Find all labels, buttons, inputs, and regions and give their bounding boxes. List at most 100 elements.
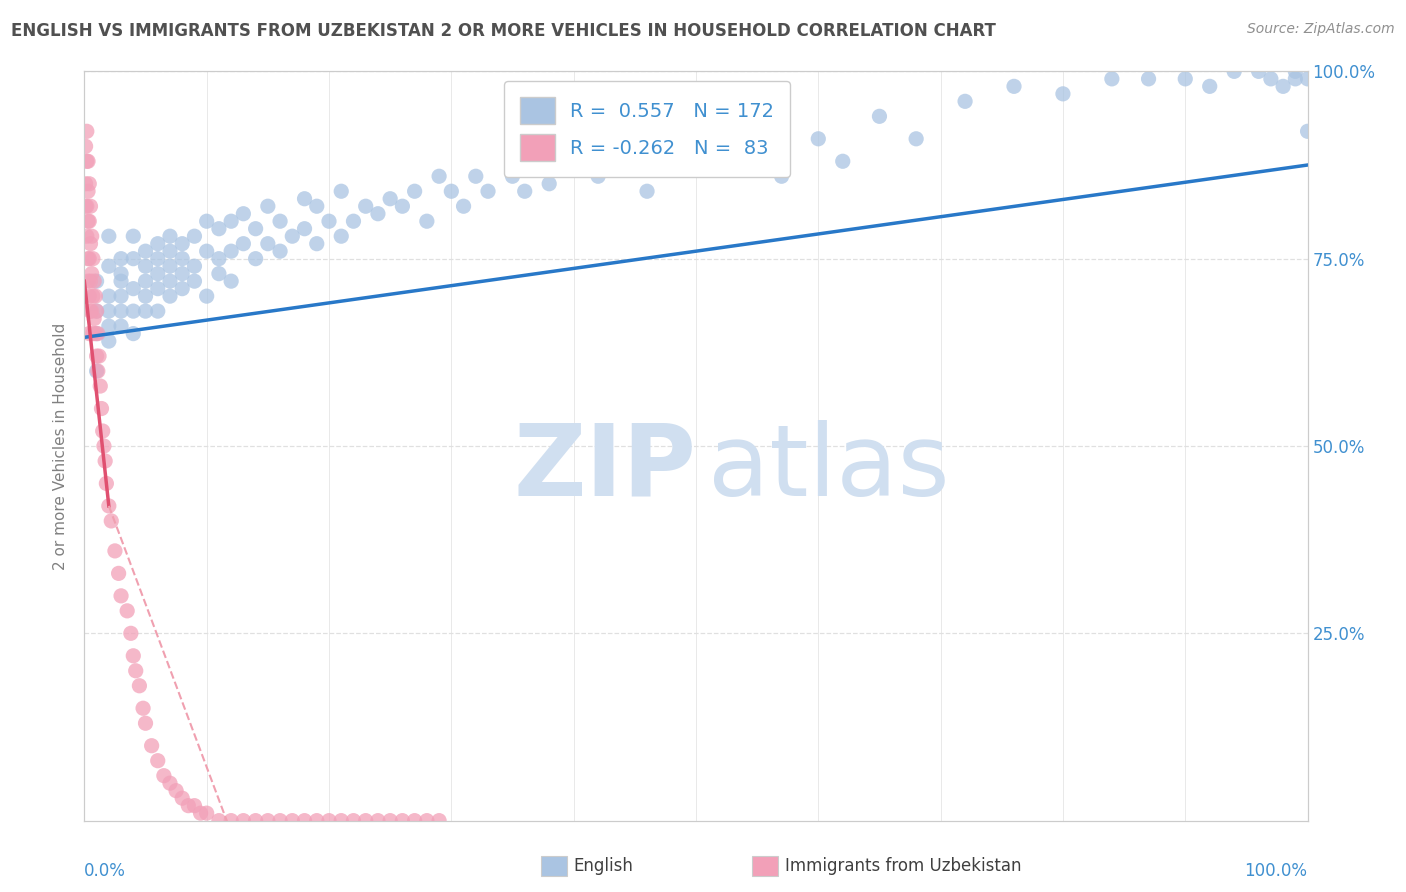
Point — [75, 139, 97, 153]
Point — [159, 776, 181, 790]
Point — [104, 544, 127, 558]
Point — [135, 304, 157, 318]
Point — [257, 236, 280, 251]
Point — [453, 199, 475, 213]
Point — [1101, 71, 1123, 86]
Point — [367, 814, 389, 828]
Point — [305, 236, 328, 251]
Point — [141, 739, 163, 753]
Point — [281, 229, 304, 244]
Point — [586, 169, 609, 184]
Point — [427, 169, 450, 184]
Point — [709, 139, 731, 153]
Point — [86, 304, 108, 318]
Point — [96, 476, 118, 491]
Point — [172, 236, 194, 251]
Point — [330, 814, 353, 828]
Point — [122, 326, 145, 341]
Point — [97, 304, 120, 318]
Point — [305, 814, 328, 828]
Point — [219, 214, 242, 228]
Point — [1272, 79, 1295, 94]
Point — [76, 199, 98, 213]
Point — [380, 814, 402, 828]
Point — [97, 499, 120, 513]
Point — [77, 252, 100, 266]
Point — [391, 199, 413, 213]
Point — [77, 289, 100, 303]
Point — [342, 814, 364, 828]
Point — [281, 814, 304, 828]
Point — [122, 282, 145, 296]
Point — [87, 364, 110, 378]
Point — [905, 132, 928, 146]
Point — [82, 326, 104, 341]
Point — [257, 199, 280, 213]
Text: atlas: atlas — [709, 420, 950, 517]
Point — [440, 184, 463, 198]
Point — [80, 229, 103, 244]
Point — [661, 154, 683, 169]
Point — [80, 267, 103, 281]
Point — [84, 326, 107, 341]
Point — [232, 236, 254, 251]
Point — [477, 184, 499, 198]
Text: 0.0%: 0.0% — [84, 862, 127, 880]
Point — [77, 214, 100, 228]
Point — [128, 679, 150, 693]
Point — [330, 229, 353, 244]
Point — [354, 199, 377, 213]
Point — [97, 319, 120, 334]
Point — [135, 716, 157, 731]
Point — [1247, 64, 1270, 78]
Point — [110, 267, 132, 281]
Point — [172, 267, 194, 281]
Point — [208, 814, 231, 828]
Point — [831, 154, 853, 169]
Point — [84, 289, 107, 303]
Point — [77, 274, 100, 288]
Text: English: English — [574, 857, 634, 875]
Point — [1223, 64, 1246, 78]
Point — [80, 304, 103, 318]
Point — [76, 124, 98, 138]
Point — [159, 259, 181, 273]
Point — [685, 161, 707, 176]
Point — [770, 169, 793, 184]
Point — [135, 244, 157, 259]
Point — [330, 184, 353, 198]
Point — [1260, 71, 1282, 86]
Point — [172, 252, 194, 266]
Point — [502, 169, 524, 184]
Point — [245, 814, 267, 828]
Point — [165, 783, 187, 797]
Point — [172, 791, 194, 805]
Text: Source: ZipAtlas.com: Source: ZipAtlas.com — [1247, 22, 1395, 37]
Point — [427, 814, 450, 828]
Point — [294, 221, 316, 235]
Point — [91, 424, 114, 438]
Point — [115, 604, 138, 618]
Point — [110, 304, 132, 318]
Point — [305, 199, 328, 213]
Point — [100, 514, 122, 528]
Point — [342, 214, 364, 228]
Point — [1284, 71, 1306, 86]
Text: ENGLISH VS IMMIGRANTS FROM UZBEKISTAN 2 OR MORE VEHICLES IN HOUSEHOLD CORRELATIO: ENGLISH VS IMMIGRANTS FROM UZBEKISTAN 2 … — [11, 22, 995, 40]
Point — [404, 814, 426, 828]
Text: 100.0%: 100.0% — [1244, 862, 1308, 880]
Point — [1296, 124, 1319, 138]
Text: Immigrants from Uzbekistan: Immigrants from Uzbekistan — [785, 857, 1021, 875]
Point — [87, 349, 110, 363]
Point — [269, 814, 291, 828]
Text: ZIP: ZIP — [513, 420, 696, 517]
Point — [208, 267, 231, 281]
Point — [122, 304, 145, 318]
Point — [146, 267, 169, 281]
Point — [93, 439, 115, 453]
Legend: R =  0.557   N = 172, R = -0.262   N =  83: R = 0.557 N = 172, R = -0.262 N = 83 — [505, 81, 790, 177]
Y-axis label: 2 or more Vehicles in Household: 2 or more Vehicles in Household — [53, 322, 69, 570]
Point — [318, 814, 340, 828]
Point — [159, 244, 181, 259]
Point — [79, 274, 101, 288]
